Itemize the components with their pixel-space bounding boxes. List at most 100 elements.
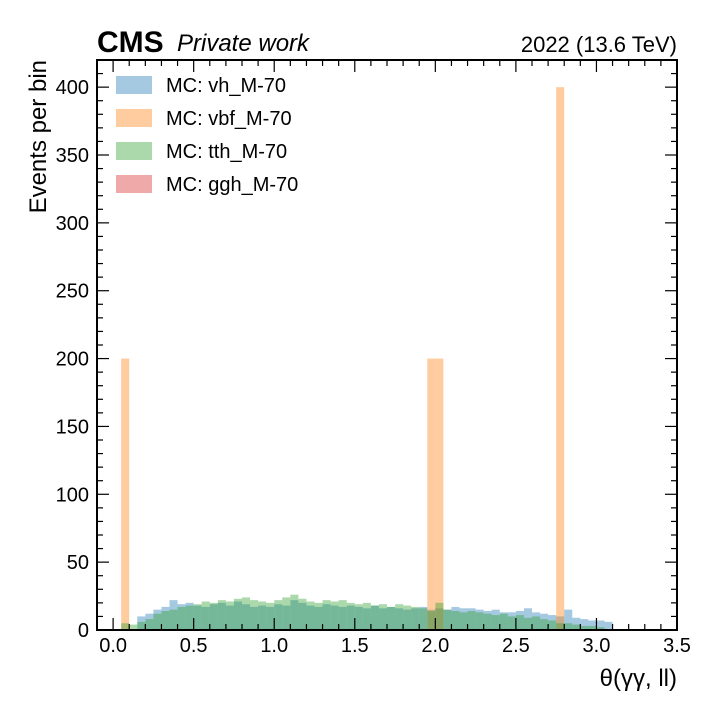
bar-tth-33 <box>387 606 396 630</box>
bar-vh-28 <box>362 608 371 630</box>
bar-tth-7 <box>177 606 186 630</box>
bar-tth-39 <box>435 602 444 630</box>
bar-tth-26 <box>330 601 339 630</box>
bar-vh-7 <box>193 605 202 630</box>
bar-vh-36 <box>427 609 436 630</box>
y-tick-label-6: 300 <box>56 213 89 235</box>
bar-tth-34 <box>395 604 404 630</box>
x-tick-label-3: 1.5 <box>341 635 369 657</box>
bar-tth-21 <box>290 594 299 630</box>
bar-tth-31 <box>370 605 379 630</box>
bar-vh-8 <box>201 606 210 630</box>
y-tick-labels: 0 50 100 150 200 250 300 350 400 <box>56 77 89 642</box>
bar-vh-1 <box>145 613 154 630</box>
y-tick-label-8: 400 <box>56 77 89 99</box>
bar-tth-30 <box>362 602 371 630</box>
bar-vh-24 <box>330 605 339 630</box>
bar-tth-6 <box>169 609 178 630</box>
bar-tth-25 <box>322 600 331 630</box>
bar-tth-19 <box>274 600 283 630</box>
bar-tth-54 <box>556 623 565 630</box>
bar-tth-55 <box>564 623 573 630</box>
bar-vh-25 <box>338 606 347 630</box>
y-tick-label-0: 0 <box>78 620 89 642</box>
bar-tth-46 <box>491 615 500 630</box>
cms-label: CMS <box>97 26 164 59</box>
bar-vh-34 <box>411 608 420 630</box>
bar-vh-32 <box>395 608 404 630</box>
bar-tth-36 <box>411 606 420 630</box>
bar-vh-44 <box>491 609 500 630</box>
bar-tth-56 <box>572 624 581 630</box>
bar-vh-17 <box>274 604 283 630</box>
bar-vh-39 <box>451 606 460 630</box>
bar-vh-41 <box>467 608 476 630</box>
y-tick-label-4: 200 <box>56 349 89 371</box>
bar-vh-48 <box>523 608 532 630</box>
bar-tth-48 <box>507 616 516 630</box>
x-tick-label-4: 2.0 <box>421 635 449 657</box>
bar-vh-0 <box>137 616 146 630</box>
bar-vh-22 <box>314 606 323 630</box>
x-tick-label-7: 3.5 <box>663 635 691 657</box>
bar-tth-40 <box>443 609 452 630</box>
bar-tth-1 <box>129 624 138 630</box>
bar-tth-12 <box>217 600 226 630</box>
x-tick-label-6: 3.0 <box>583 635 611 657</box>
bar-vh-46 <box>507 612 516 630</box>
bar-vh-15 <box>258 605 267 630</box>
bar-vh-11 <box>225 605 234 630</box>
bar-vh-55 <box>580 619 589 630</box>
bar-vh-10 <box>217 602 226 630</box>
bar-vh-23 <box>322 604 331 630</box>
bar-tth-52 <box>540 619 549 630</box>
bar-vh-6 <box>185 602 194 630</box>
bar-vh-9 <box>209 604 218 630</box>
legend-swatch-ggh <box>116 175 152 193</box>
y-tick-label-3: 150 <box>56 416 89 438</box>
bar-tth-17 <box>258 601 267 630</box>
bar-vh-50 <box>540 613 549 630</box>
bar-vh-5 <box>177 604 186 630</box>
bar-vh-35 <box>419 606 428 630</box>
bar-tth-13 <box>225 601 234 630</box>
legend-label-vbf: MC: vbf_M-70 <box>166 108 292 130</box>
bar-tth-14 <box>233 598 242 630</box>
bar-vbf-1 <box>427 358 436 630</box>
bar-vh-58 <box>604 621 613 630</box>
bar-tth-29 <box>354 604 363 630</box>
bar-vh-13 <box>242 604 251 630</box>
bar-vbf-3 <box>556 87 565 630</box>
bar-vh-26 <box>346 605 355 630</box>
bar-vh-20 <box>298 602 307 630</box>
legend-label-ggh: MC: ggh_M-70 <box>166 174 298 196</box>
bar-tth-23 <box>306 601 315 630</box>
x-axis-title: θ(γγ, ll) <box>600 665 677 692</box>
x-tick-label-0: 0.0 <box>99 635 127 657</box>
bar-vh-3 <box>161 606 170 630</box>
x-tick-label-5: 2.5 <box>502 635 530 657</box>
bar-tth-9 <box>193 604 202 630</box>
bar-vh-52 <box>556 616 565 630</box>
bar-vh-2 <box>153 609 162 630</box>
bar-tth-59 <box>596 627 605 630</box>
bar-vh-21 <box>306 605 315 630</box>
status-label: Private work <box>177 30 311 57</box>
bar-tth-51 <box>532 616 541 630</box>
y-tick-label-2: 100 <box>56 484 89 506</box>
bar-vh-29 <box>370 605 379 630</box>
bar-tth-16 <box>250 600 259 630</box>
bar-vh-51 <box>548 615 557 630</box>
y-tick-label-5: 250 <box>56 281 89 303</box>
bar-tth-41 <box>451 611 460 630</box>
bar-tth-35 <box>403 605 412 630</box>
y-tick-label-1: 50 <box>67 552 89 574</box>
bar-vh-57 <box>596 620 605 630</box>
bar-vh-12 <box>233 601 242 630</box>
y-axis-title: Events per bin <box>25 60 52 213</box>
bar-vbf-2 <box>435 358 444 630</box>
bar-vbf-0 <box>121 358 130 630</box>
bar-vh-53 <box>564 609 573 630</box>
